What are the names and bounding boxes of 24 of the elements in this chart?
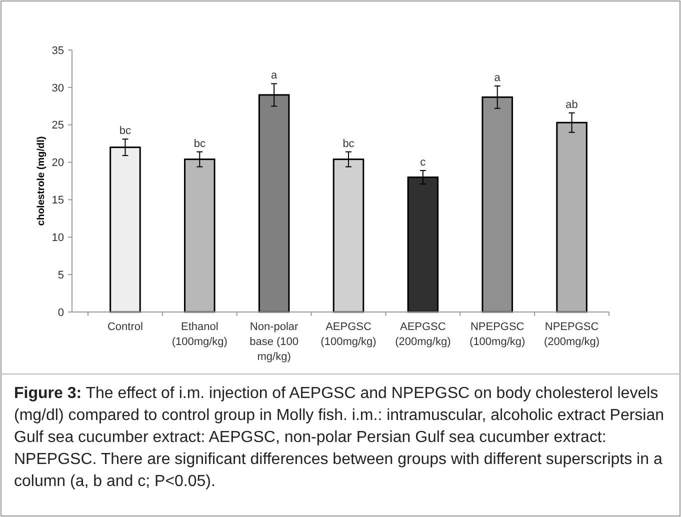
annotation: c — [420, 156, 426, 169]
y-tick-label: 20 — [52, 157, 64, 170]
annotation: bc — [342, 138, 355, 150]
x-tick-label: Ethanol (100mg/kg) — [172, 321, 228, 348]
x-tick-label: AEPGSC (200mg/kg) — [395, 321, 451, 348]
annotation: bc — [194, 138, 206, 150]
x-tick-label: Non-polar base (100 mg/kg) — [250, 321, 299, 363]
caption: Figure 3: The effect of i.m. injection of AEPGSC and NPEPGSC on body cholesterol levels (mg/dl) compared to control group in Molly fish. i.m.: intramuscular, alcoholic extract Persian Gulf sea cucumber extract: AEPGSC, non-polar Persian Gulf sea cucumber extract: NPEPGSC. There are significant differences between groups with different superscripts in a column (a, b and c; P<0.05). — [14, 385, 664, 490]
y-axis-title: cholestrole (mg/dl) — [36, 136, 47, 226]
annotation: ab — [566, 98, 578, 111]
x-tick-label: NPEPGSC (200mg/kg) — [544, 321, 600, 348]
annotation: a — [494, 72, 502, 84]
x-tick-label: NPEPGSC (100mg/kg) — [470, 321, 526, 348]
x-tick-label: Control — [107, 321, 143, 333]
y-tick-label: 0 — [58, 306, 64, 319]
x-tick-label: AEPGSC (100mg/kg) — [320, 321, 376, 348]
y-tick-label: 5 — [58, 269, 64, 282]
annotation: a — [271, 70, 278, 82]
y-tick-label: 30 — [52, 82, 64, 94]
y-tick-label: 35 — [52, 44, 64, 57]
y-tick-label: 10 — [52, 232, 64, 244]
annotation: bc — [119, 125, 132, 138]
y-tick-label: 25 — [52, 120, 64, 132]
y-tick-label: 15 — [52, 194, 64, 207]
